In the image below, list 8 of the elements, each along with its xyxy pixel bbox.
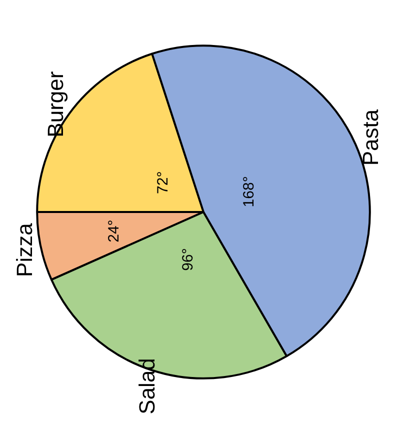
data-label: 72° xyxy=(154,171,172,194)
data-label: 96° xyxy=(180,248,197,271)
slice-label: Salad xyxy=(134,358,160,414)
data-label: 24° xyxy=(105,220,122,242)
slice-label: Pizza xyxy=(12,222,37,277)
slice-label: Burger xyxy=(42,71,68,138)
slice-label: Pasta xyxy=(358,108,384,166)
data-label: 168° xyxy=(240,176,258,208)
